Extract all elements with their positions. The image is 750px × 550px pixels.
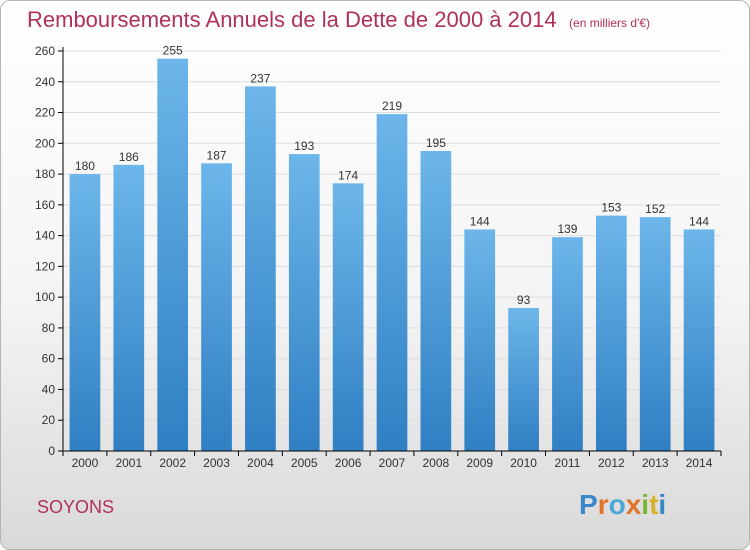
y-tick-label: 220 xyxy=(35,106,55,120)
y-tick-label: 0 xyxy=(48,444,55,458)
bar xyxy=(201,163,232,452)
x-tick-label: 2010 xyxy=(510,456,537,470)
chart-title: Remboursements Annuels de la Dette de 20… xyxy=(27,7,557,32)
bar xyxy=(113,164,145,451)
x-tick-label: 2007 xyxy=(379,456,406,470)
proxiti-logo: Proxiti xyxy=(579,489,666,521)
bar xyxy=(464,229,496,451)
title-row: Remboursements Annuels de la Dette de 20… xyxy=(27,7,650,33)
data-label: 255 xyxy=(163,44,183,58)
x-tick-label: 2003 xyxy=(203,456,230,470)
x-tick-label: 2014 xyxy=(686,456,713,470)
y-tick-label: 260 xyxy=(35,44,55,58)
data-label: 139 xyxy=(557,222,577,236)
data-label: 152 xyxy=(645,202,665,216)
bar xyxy=(157,58,189,451)
data-label: 193 xyxy=(294,139,314,153)
logo-letter: P xyxy=(579,489,598,520)
x-tick-label: 2012 xyxy=(598,456,625,470)
bar xyxy=(420,151,452,451)
bar xyxy=(552,237,583,451)
logo-letter: i xyxy=(658,489,667,520)
bar xyxy=(376,114,408,452)
x-tick-label: 2004 xyxy=(247,456,274,470)
x-tick-label: 2000 xyxy=(72,456,99,470)
y-tick-label: 180 xyxy=(35,167,55,181)
x-tick-label: 2008 xyxy=(423,456,450,470)
y-tick-label: 240 xyxy=(35,75,55,89)
y-tick-label: 100 xyxy=(35,290,55,304)
x-tick-label: 2001 xyxy=(115,456,142,470)
data-labels: 180 186 255 187 237 193 174 219 195 144 93 139 153 15… xyxy=(75,44,709,307)
data-label: 144 xyxy=(689,214,709,228)
bar xyxy=(332,183,364,452)
logo-letter: o xyxy=(608,489,626,520)
x-tick-label: 2005 xyxy=(291,456,318,470)
x-tick-label: 2011 xyxy=(555,456,581,470)
bar xyxy=(69,174,101,452)
logo-letter: r xyxy=(597,489,609,520)
data-label: 219 xyxy=(382,99,402,113)
bar xyxy=(508,307,539,451)
data-label: 93 xyxy=(517,293,531,307)
data-label: 174 xyxy=(338,168,358,182)
x-tick-label: 2006 xyxy=(335,456,362,470)
logo-letter: t xyxy=(649,489,659,520)
y-tick-label: 200 xyxy=(35,136,55,150)
data-label: 195 xyxy=(426,136,446,150)
data-label: 153 xyxy=(601,201,621,215)
logo-letter: i xyxy=(641,489,650,520)
bars xyxy=(69,58,715,452)
x-tick-label: 2002 xyxy=(159,456,186,470)
x-tick-label: 2013 xyxy=(642,456,669,470)
bar xyxy=(245,86,276,451)
y-tick-label: 40 xyxy=(42,382,56,396)
data-label: 144 xyxy=(470,214,490,228)
y-tick-label: 160 xyxy=(35,198,55,212)
bar xyxy=(683,229,715,451)
bar xyxy=(595,215,627,451)
data-label: 180 xyxy=(75,159,95,173)
x-tick-label: 2009 xyxy=(466,456,493,470)
y-tick-label: 140 xyxy=(35,229,55,243)
y-tick-label: 60 xyxy=(42,352,56,366)
y-tick-label: 20 xyxy=(42,413,56,427)
bar xyxy=(639,217,671,451)
data-label: 237 xyxy=(250,71,270,85)
y-tick-label: 80 xyxy=(42,321,56,335)
data-label: 186 xyxy=(119,150,139,164)
chart-subtitle: (en milliers d'€) xyxy=(569,16,651,30)
data-label: 187 xyxy=(207,148,227,162)
axes: 0 20 40 60 80 100 120 140 160 180 200 220 240 260 2000… xyxy=(35,44,722,470)
logo-letter: x xyxy=(625,489,642,520)
y-tick-label: 120 xyxy=(35,259,55,273)
commune-name: SOYONS xyxy=(37,497,115,517)
bar xyxy=(288,154,320,452)
